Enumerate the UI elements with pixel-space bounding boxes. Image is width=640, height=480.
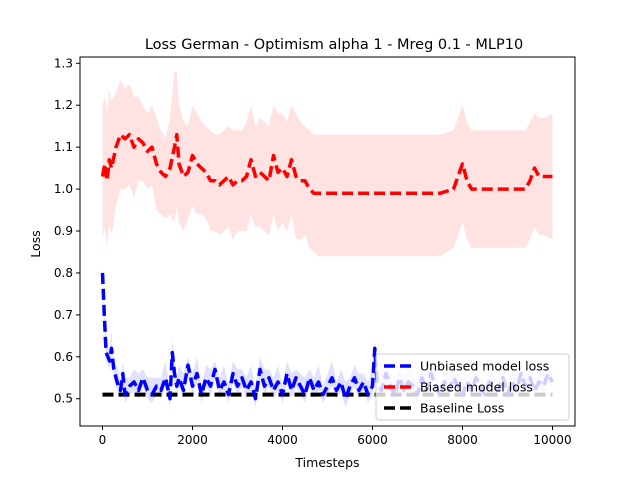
- x-axis-label: Timesteps: [294, 455, 359, 470]
- axes: 0 2000 4000 6000 8000 10000 0.5 0.6 0.7 0.8 0.9 1.0…: [54, 56, 576, 447]
- x-tick-label: 8000: [447, 433, 478, 447]
- legend-box: [375, 353, 570, 421]
- unbiased-model-loss-legend-label: Unbiased model loss: [420, 359, 549, 374]
- y-tick-label: 1.0: [54, 182, 73, 196]
- x-tick-label: 4000: [267, 433, 298, 447]
- y-tick-label: 0.6: [54, 350, 73, 364]
- biased-model-loss-legend-label: Biased model loss: [420, 380, 533, 395]
- x-tick-label: 10000: [533, 433, 571, 447]
- biased-model-loss-line: [100, 132, 553, 196]
- y-tick-label: 0.5: [54, 392, 73, 406]
- y-tick-label: 0.8: [54, 266, 73, 280]
- baseline-loss-legend-label: Baseline Loss: [420, 401, 504, 416]
- x-tick-label: 2000: [177, 433, 208, 447]
- y-tick-label: 0.7: [54, 308, 73, 322]
- y-tick-label: 1.3: [54, 56, 73, 70]
- y-tick-label: 1.1: [54, 140, 73, 154]
- legend: Unbiased model loss Biased model loss Base…: [375, 353, 570, 421]
- x-tick-label: 0: [99, 433, 107, 447]
- chart-title: Loss German - Optimism alpha 1 - Mreg 0.…: [145, 37, 523, 53]
- biased-loss-band: [102, 71, 553, 257]
- x-tick-label: 6000: [357, 433, 388, 447]
- axes-frame: [79, 56, 576, 427]
- y-tick-label: 1.2: [54, 98, 73, 112]
- y-axis-label: Loss: [28, 230, 43, 257]
- y-tick-label: 0.9: [54, 224, 73, 238]
